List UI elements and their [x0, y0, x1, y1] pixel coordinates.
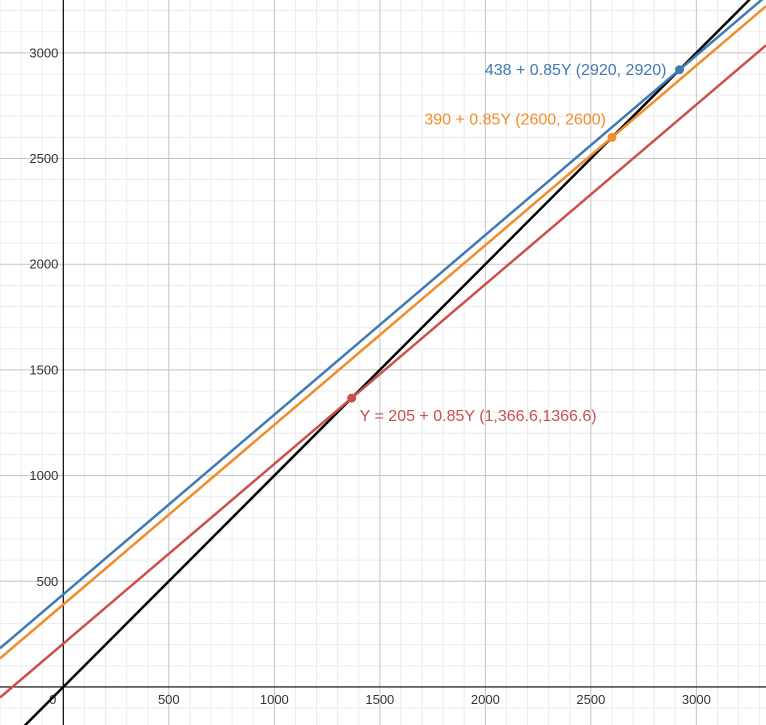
x-tick-label: 0 — [49, 692, 56, 707]
y-tick-label: 500 — [37, 574, 59, 589]
intersection-point-1 — [607, 132, 617, 142]
intersection-point-0 — [674, 65, 684, 75]
intersection-points — [347, 65, 684, 403]
intersection-point-2 — [347, 393, 357, 403]
x-tick-label: 1500 — [365, 692, 394, 707]
y-tick-label: 3000 — [29, 45, 58, 60]
y-tick-label: 2000 — [29, 257, 58, 272]
y-tick-labels: 500 1000 1500 2000 2500 3000 — [29, 45, 58, 588]
y-tick-label: 1500 — [29, 362, 58, 377]
series-line-3 — [0, 44, 766, 699]
x-tick-label: 500 — [158, 692, 180, 707]
y-tick-label: 2500 — [29, 151, 58, 166]
point-label-1: 390 + 0.85Y (2600, 2600) — [424, 111, 606, 128]
series-line-2 — [0, 5, 766, 660]
x-tick-label: 1000 — [260, 692, 289, 707]
point-labels: 438 + 0.85Y (2920, 2920) 390 + 0.85Y (260… — [360, 62, 667, 425]
x-tick-label: 2500 — [576, 692, 605, 707]
x-tick-label: 3000 — [682, 692, 711, 707]
point-label-2: Y = 205 + 0.85Y (1,366.6,1366.6) — [360, 408, 597, 425]
series-line-1 — [0, 0, 764, 650]
y-tick-label: 1000 — [29, 468, 58, 483]
x-tick-label: 2000 — [471, 692, 500, 707]
x-tick-labels: 0 500 1000 1500 2000 2500 3000 — [49, 692, 711, 707]
point-label-0: 438 + 0.85Y (2920, 2920) — [485, 62, 667, 79]
